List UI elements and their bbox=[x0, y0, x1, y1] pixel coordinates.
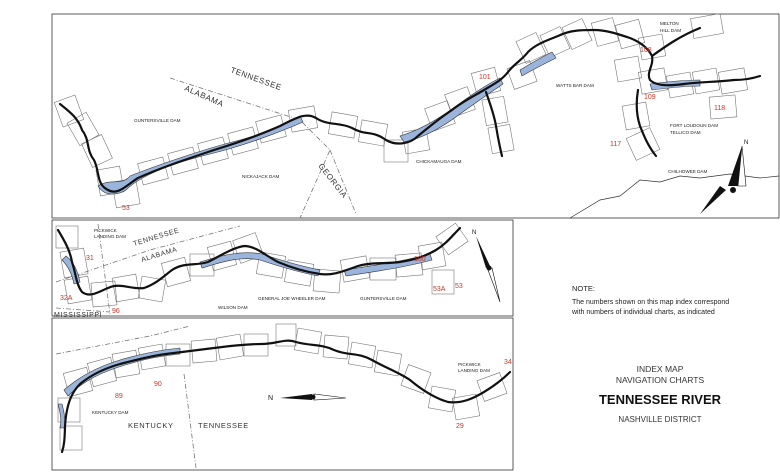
north-arrow-mid: N bbox=[472, 230, 501, 303]
dam-label-pickwick-bot-2: LANDING DAM bbox=[458, 368, 490, 373]
tennessee-river-bottom bbox=[60, 339, 512, 454]
chart-number-53-top: 53 bbox=[122, 205, 130, 212]
chart-number-34: 34 bbox=[504, 359, 512, 366]
tennessee-river-branch-south bbox=[635, 88, 658, 158]
state-label-tennessee-top: TENNESSEE bbox=[229, 65, 283, 92]
north-arrow-top: N bbox=[700, 140, 748, 214]
dam-label-kentucky: KENTUCKY DAM bbox=[92, 410, 129, 415]
dam-label-wilson: WILSON DAM bbox=[218, 305, 248, 310]
middle-panel-frame bbox=[51, 219, 514, 317]
clinch-branch bbox=[650, 26, 702, 58]
bottom-panel-frame bbox=[51, 317, 514, 471]
reservoirs-mid bbox=[61, 252, 433, 285]
title-block: INDEX MAP NAVIGATION CHARTS TENNESSEE RI… bbox=[599, 364, 722, 424]
dam-label-nickajack: NICKAJACK DAM bbox=[242, 174, 279, 179]
dam-label-fort-loudoun: FORT LOUDOUN DAM bbox=[670, 123, 718, 128]
chart-boxes-top bbox=[53, 13, 749, 209]
state-line-mid-ms-bottom bbox=[55, 307, 111, 313]
bottom-panel: KENTUCKY TENNESSEE PICKWICK LANDING DAM … bbox=[55, 323, 512, 469]
dam-label-watts-bar: WATTS BAR DAM bbox=[556, 83, 594, 88]
dam-label-tellico: TELLICO DAM bbox=[670, 130, 701, 135]
title-line-1: INDEX MAP bbox=[637, 364, 684, 374]
dam-label-pickwick-mid-2: LANDING DAM bbox=[94, 234, 126, 239]
reservoirs-top bbox=[97, 51, 701, 195]
state-label-alabama-mid: ALABAMA bbox=[141, 246, 179, 264]
dam-label-pickwick-bot-1: PICKWICK bbox=[458, 362, 482, 367]
state-line-mid-tn-al bbox=[55, 225, 241, 283]
north-label-bottom: N bbox=[268, 395, 273, 402]
chart-number-53-mid: 53 bbox=[455, 283, 463, 290]
dam-label-melton-hill-1: MELTON bbox=[660, 21, 679, 26]
middle-panel: TENNESSEE ALABAMA MISSISSIPPI PICKWICK L… bbox=[54, 222, 501, 319]
chart-number-117: 117 bbox=[610, 141, 621, 148]
state-label-kentucky: KENTUCKY bbox=[128, 421, 174, 430]
chart-number-89: 89 bbox=[115, 393, 123, 400]
state-label-tennessee-mid: TENNESSEE bbox=[133, 227, 181, 248]
dam-label-pickwick-mid-1: PICKWICK bbox=[94, 228, 118, 233]
note-block: NOTE: The numbers shown on this map inde… bbox=[571, 284, 729, 316]
chart-number-31: 31 bbox=[86, 255, 94, 262]
title-river: TENNESSEE RIVER bbox=[599, 392, 722, 407]
top-panel: TENNESSEE ALABAMA GEORGIA GUNTERSVILLE D… bbox=[53, 13, 780, 219]
state-line-tn-al bbox=[169, 77, 331, 219]
north-arrow-bottom: N bbox=[268, 393, 347, 402]
note-line-1: The numbers shown on this map index corr… bbox=[572, 299, 729, 306]
chart-number-96: 96 bbox=[112, 308, 120, 315]
title-line-2: NAVIGATION CHARTS bbox=[616, 375, 705, 385]
state-line-ky-tn-lower bbox=[183, 373, 197, 469]
state-label-mississippi: MISSISSIPPI bbox=[54, 312, 102, 319]
chart-number-101: 101 bbox=[479, 74, 491, 81]
chart-number-100: 100 bbox=[414, 256, 426, 263]
dam-label-wheeler: GENERAL JOE WHEELER DAM bbox=[258, 296, 326, 301]
note-line-2: with numbers of individual charts, as in… bbox=[571, 309, 715, 316]
chart-number-90: 90 bbox=[154, 381, 162, 388]
terrain-outline bbox=[569, 173, 780, 219]
tennessee-river-top bbox=[58, 28, 762, 193]
dam-label-chickamauga: CHICKAMAUGA DAM bbox=[416, 159, 462, 164]
chart-number-108: 108 bbox=[640, 47, 652, 54]
state-line-tn-ga bbox=[329, 149, 357, 215]
dam-label-chilhowee: CHILHOWEE DAM bbox=[668, 169, 707, 174]
state-label-alabama-top: ALABAMA bbox=[183, 84, 225, 109]
note-heading: NOTE: bbox=[572, 284, 595, 293]
dam-label-melton-hill-2: HILL DAM bbox=[660, 28, 681, 33]
title-district: NASHVILLE DISTRICT bbox=[618, 415, 701, 424]
dam-label-guntersville-top: GUNTERSVILLE DAM bbox=[134, 118, 181, 123]
dam-label-guntersville-mid: GUNTERSVILLE DAM bbox=[360, 296, 407, 301]
chart-boxes-bottom bbox=[57, 323, 508, 451]
north-label-top: N bbox=[744, 140, 748, 146]
north-label-mid: N bbox=[472, 230, 476, 236]
state-label-tennessee-bottom: TENNESSEE bbox=[198, 421, 249, 430]
state-line-ky-tn bbox=[55, 325, 191, 355]
top-panel-frame bbox=[51, 13, 780, 219]
chart-number-109: 109 bbox=[644, 94, 656, 101]
chart-number-29: 29 bbox=[456, 423, 464, 430]
chart-number-53a: 53A bbox=[433, 286, 446, 293]
tennessee-river-branch-north bbox=[484, 90, 504, 158]
state-label-georgia: GEORGIA bbox=[316, 162, 349, 200]
chart-number-32a: 32A bbox=[60, 295, 73, 302]
tennessee-river-mid bbox=[56, 226, 462, 296]
chart-number-118: 118 bbox=[714, 105, 725, 112]
